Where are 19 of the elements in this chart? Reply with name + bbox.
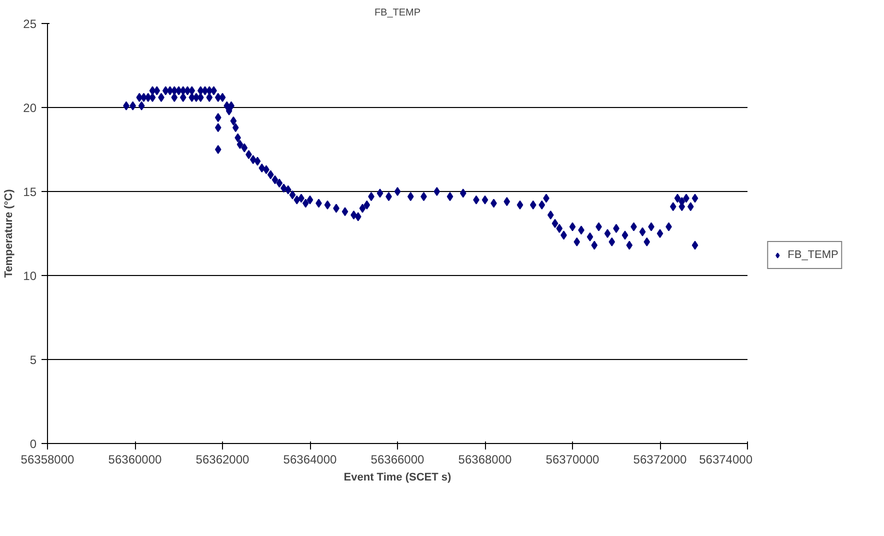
- x-tick-label: 56360000: [108, 452, 162, 466]
- x-axis-title: Event Time (SCET s): [344, 472, 452, 484]
- x-tick-label: 56372000: [633, 452, 688, 466]
- legend-label: FB_TEMP: [788, 249, 838, 261]
- y-tick-label: 5: [30, 353, 37, 367]
- y-tick-label: 15: [23, 185, 37, 199]
- x-tick-label: 56364000: [283, 452, 338, 466]
- x-tick-label: 56362000: [196, 452, 250, 466]
- x-tick-label: 56358000: [20, 452, 75, 466]
- x-tick-label: 56370000: [546, 452, 600, 466]
- chart-title: FB_TEMP: [374, 8, 421, 18]
- x-tick-label: 56368000: [458, 452, 512, 466]
- x-tick-label: 56366000: [370, 452, 425, 466]
- x-tick-label: 56374000: [699, 452, 753, 466]
- y-tick-label: 0: [30, 437, 37, 451]
- y-tick-label: 25: [23, 17, 37, 31]
- y-tick-label: 10: [23, 269, 37, 283]
- y-tick-label: 20: [23, 101, 37, 115]
- y-axis-title: Temperature (°C): [3, 188, 16, 278]
